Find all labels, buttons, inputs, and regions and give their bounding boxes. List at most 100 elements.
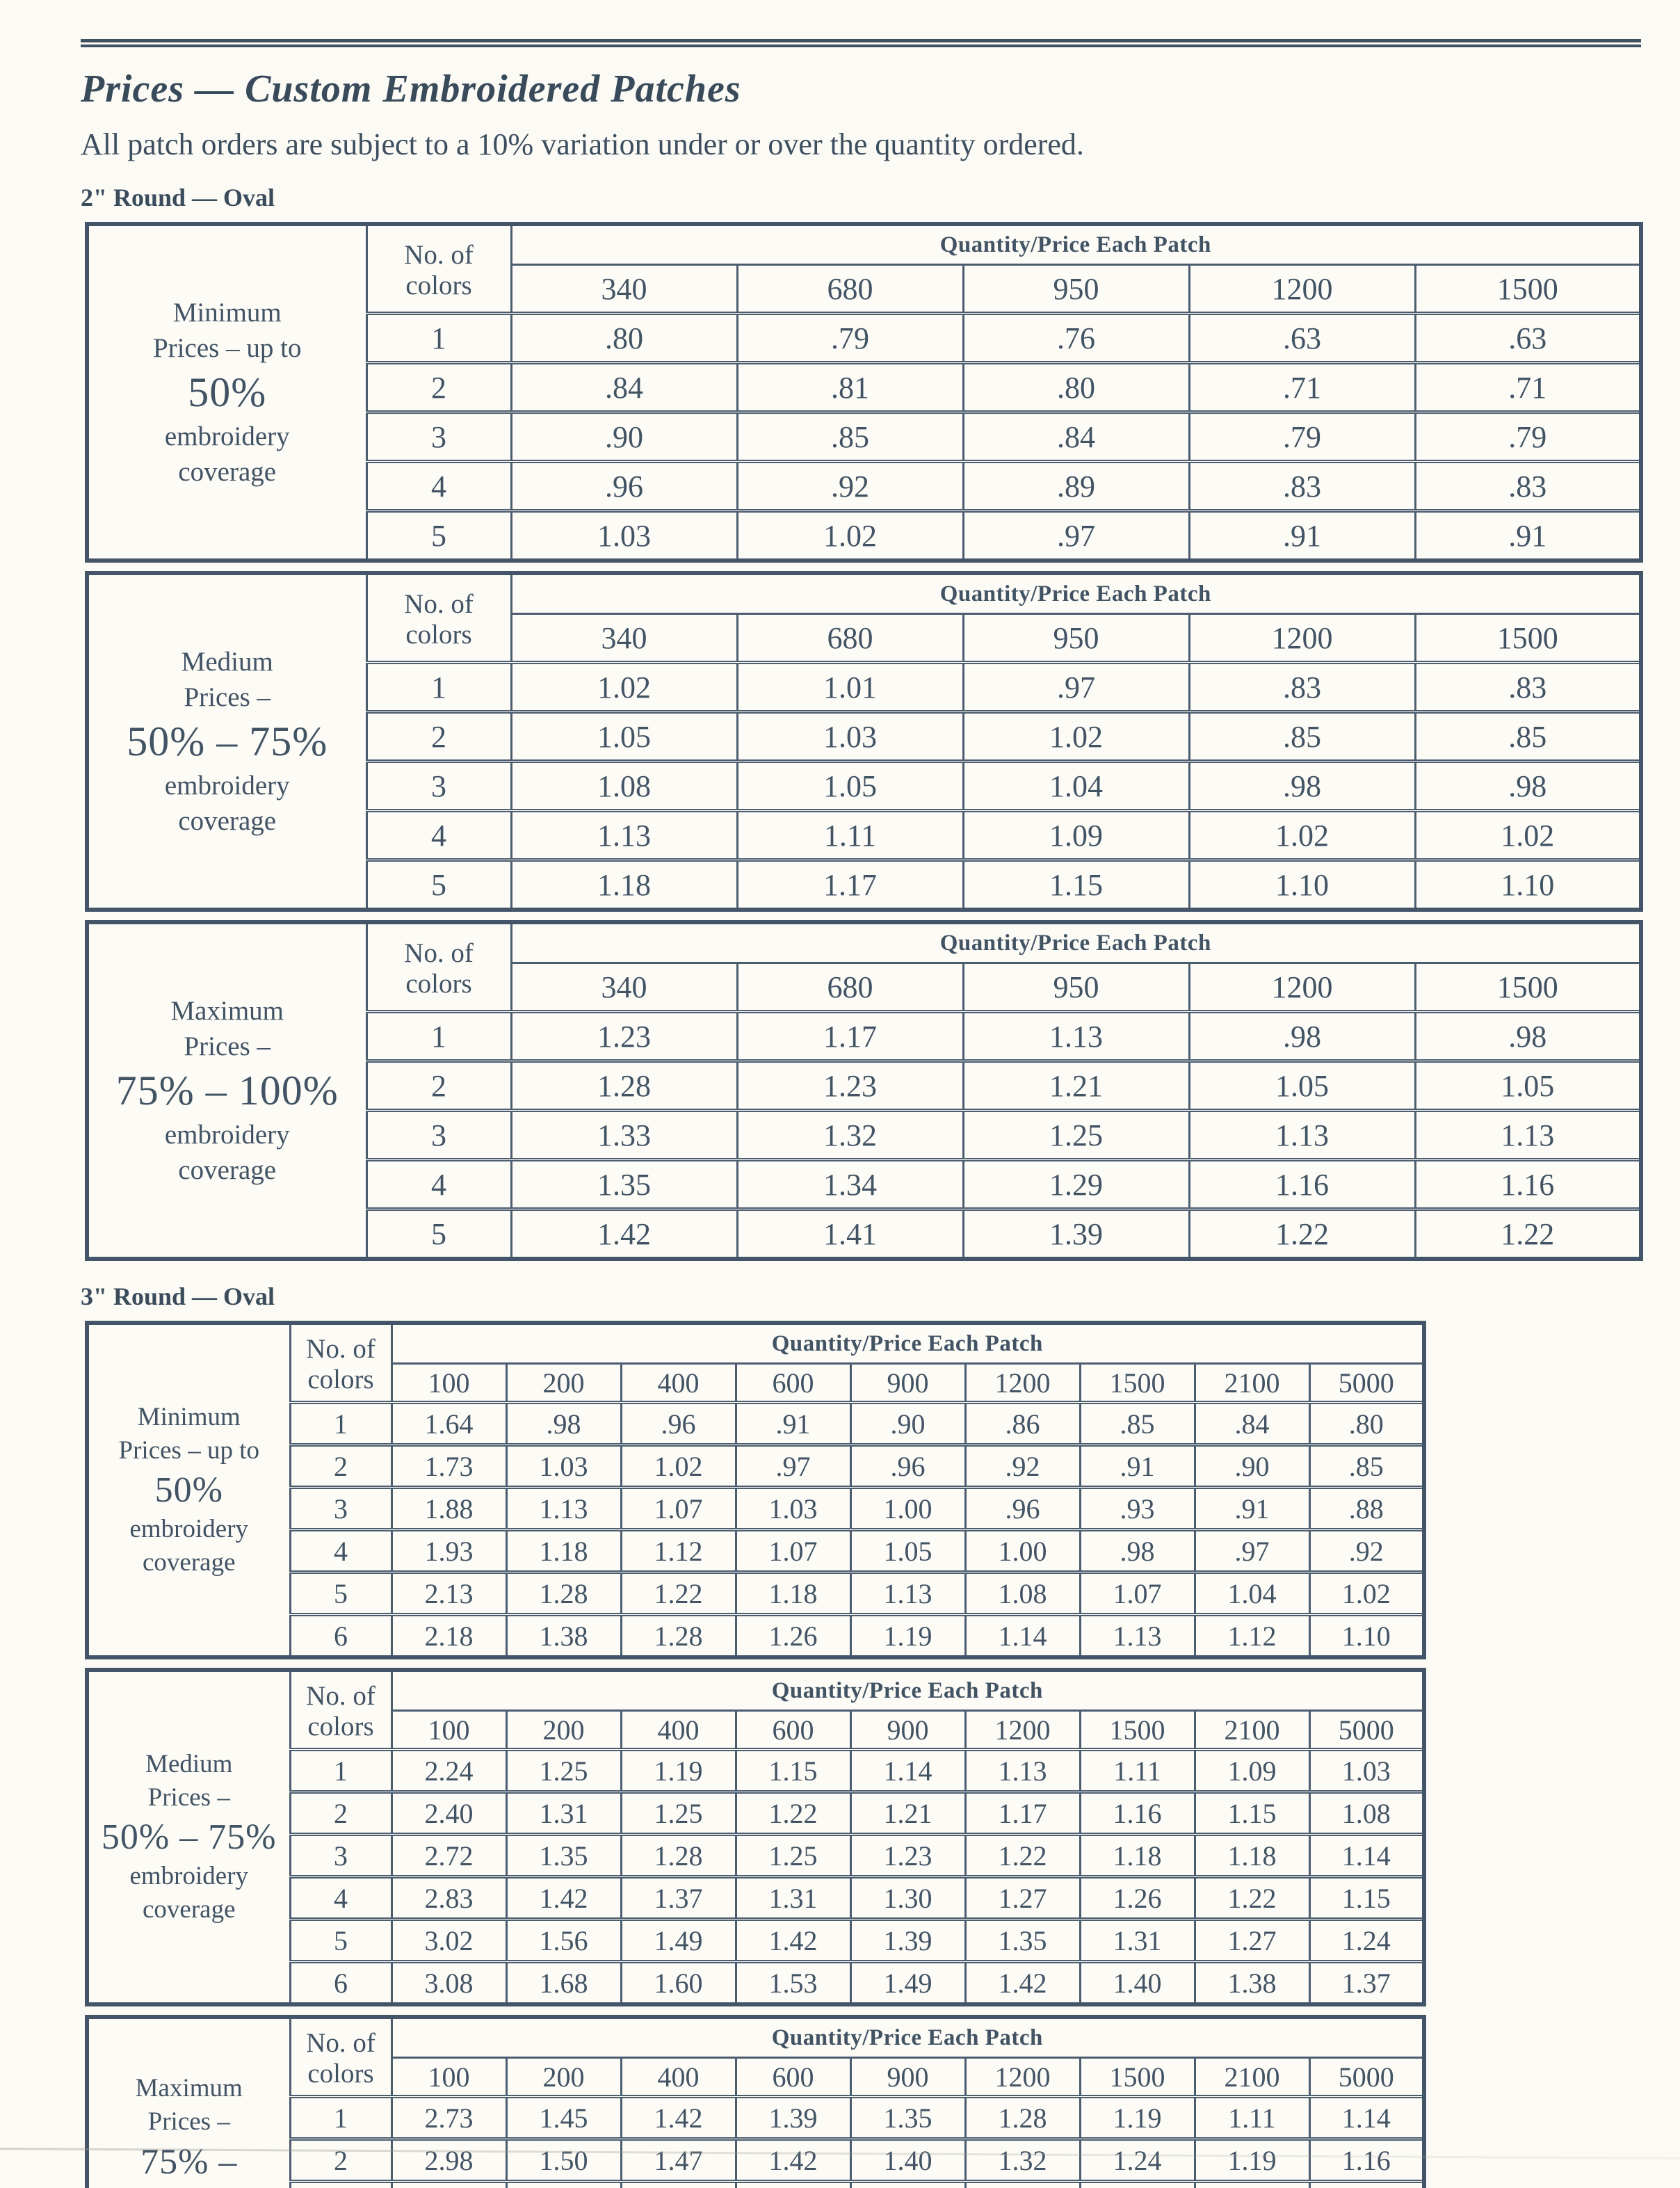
price-cell: 1.17 [964,1790,1081,1835]
coverage-label-line: coverage [178,1155,277,1185]
price-cell: 1.11 [736,809,964,861]
table-header-row: Minimum Prices – up to 50% embroidery covera… [86,223,1642,562]
price-cell: .79 [1414,410,1642,462]
price-cell: 1.02 [510,661,738,713]
price-row: 5 1.42 1.41 1.39 1.22 1.22 [87,1207,1642,1260]
price-cell: 1.42 [505,1875,622,1920]
price-cell: .97 [962,509,1190,562]
price-cell: 1.17 [736,858,964,911]
table-header-row: Minimum Prices – up to 50% embroidery covera… [86,1321,1425,1659]
price-cell: 1.28 [510,1059,738,1111]
price-row: 1 1.64.98.96.91.90.86.85.84.80 [87,1401,1425,1446]
price-cell: .98 [1188,759,1416,812]
coverage-label-line: Maximum [135,2074,243,2103]
price-cell: .80 [1308,1401,1425,1446]
quantity-tier-row: 340 680 950 1200 1500 [87,613,1642,663]
price-cell: 1.10 [1414,858,1642,911]
price-cell: 1.02 [620,1443,737,1488]
quantity-header-cell: 1200 [964,2057,1081,2098]
price-cell: 1.64 [390,1401,508,1446]
price-cell: 1.03 [510,509,738,562]
colors-column-header: No. of colors [365,572,512,663]
price-cell: .84 [1193,1401,1311,1446]
price-row: 3 1.33 1.32 1.25 1.13 1.13 [87,1109,1642,1161]
price-cell: .81 [736,361,964,413]
price-cell: .83 [1188,460,1416,512]
coverage-label-line: Medium [145,1749,233,1778]
price-cell: .76 [962,312,1190,364]
colors-column-header: No. of colors [365,223,512,314]
price-cell: 1.13 [962,1010,1190,1062]
coverage-label-line: coverage [178,805,277,836]
price-cell: 1.13 [1188,1109,1416,1161]
coverage-label: Minimum Prices – up to 50% embroidery covera… [86,1321,291,1659]
price-cell: 2.98 [390,2137,508,2182]
quantity-header-cell: 100 [390,1362,508,1403]
coverage-label-line: Prices – [184,1031,271,1062]
price-cell: .71 [1188,361,1416,413]
price-cell: .79 [736,312,964,364]
price-cell: 1.49 [849,1960,967,2006]
price-cell: 2.40 [390,1790,508,1835]
colors-count-cell: 5 [365,509,512,562]
price-cell: 1.22 [620,1570,737,1616]
price-cell: 1.39 [962,1207,1190,1260]
colors-count-cell: 2 [289,1443,393,1488]
price-cell: 1.49 [620,1917,737,1963]
price-cell: .80 [510,312,738,364]
price-cell: .93 [1079,1486,1196,1531]
price-cell: 1.61 [505,2180,622,2188]
coverage-label-line: Minimum [137,1402,241,1431]
price-cell: 2.24 [390,1748,508,1793]
table-header-row: Maximum Prices – 75% – 100% embroidery cover… [86,921,1642,1260]
price-cell: .88 [1308,1486,1425,1531]
price-table-3in-medium: Medium Prices – 50% – 75% embroidery coverag… [85,1668,1427,2006]
price-cell: .92 [736,460,964,512]
price-cell: .85 [1308,1443,1425,1488]
price-cell: 1.07 [1079,1570,1196,1616]
price-cell: 1.10 [1308,1613,1425,1659]
quantity-header-cell: 5000 [1308,1710,1425,1751]
price-cell: 1.33 [510,1109,738,1161]
price-row: 3 1.88 1.13 1.07 1.03 1.00.96.93.91.88 [87,1486,1425,1531]
price-cell: 1.26 [734,1613,852,1659]
price-table-2in-minimum: Minimum Prices – up to 50% embroidery covera… [85,222,1644,563]
price-cell: 1.05 [849,1528,967,1573]
price-cell: 1.23 [849,1833,967,1878]
price-cell: .92 [964,1443,1081,1488]
coverage-label-line: Prices – up to [153,333,302,364]
price-cell: .89 [962,460,1190,512]
quantity-header-cell: 950 [962,613,1190,663]
price-cell: 1.73 [390,1443,508,1488]
colors-count-cell: 3 [365,410,512,462]
price-cell: .98 [1414,1010,1642,1062]
colors-count-cell: 5 [289,1917,393,1963]
price-cell: 1.15 [962,858,1190,911]
quantity-header-cell: 340 [510,264,738,314]
quantity-header-cell: 1500 [1414,962,1642,1013]
price-cell: 1.05 [736,759,964,812]
price-cell: .63 [1188,312,1416,364]
quantity-price-header: Quantity/Price Each Patch [390,2016,1425,2059]
price-cell: 1.28 [1079,2180,1196,2188]
price-cell: 1.02 [736,509,964,562]
colors-count-cell: 3 [289,1833,393,1878]
price-cell: 3.08 [390,1960,508,2006]
price-cell: 1.00 [849,1486,967,1531]
colors-count-cell: 2 [365,1059,512,1111]
price-cell: 1.02 [962,710,1190,762]
price-cell: 1.10 [1188,858,1416,911]
colors-count-cell: 4 [365,1158,512,1210]
quantity-tier-row: 340 680 950 1200 1500 [87,264,1642,314]
price-cell: 1.55 [620,2180,737,2188]
price-cell: 1.14 [1308,1833,1425,1878]
price-cell: .96 [849,1443,967,1488]
price-cell: 1.31 [505,1790,622,1835]
coverage-percent-label: 50% – 75% [127,718,328,764]
price-row: 1 1.23 1.17 1.13.98.98 [87,1010,1642,1062]
price-cell: 1.13 [510,809,738,861]
coverage-label-line: embroidery [164,421,290,451]
price-cell: 1.31 [1079,1917,1196,1963]
price-cell: 1.21 [962,1059,1190,1111]
quantity-header-cell: 400 [620,1362,737,1403]
